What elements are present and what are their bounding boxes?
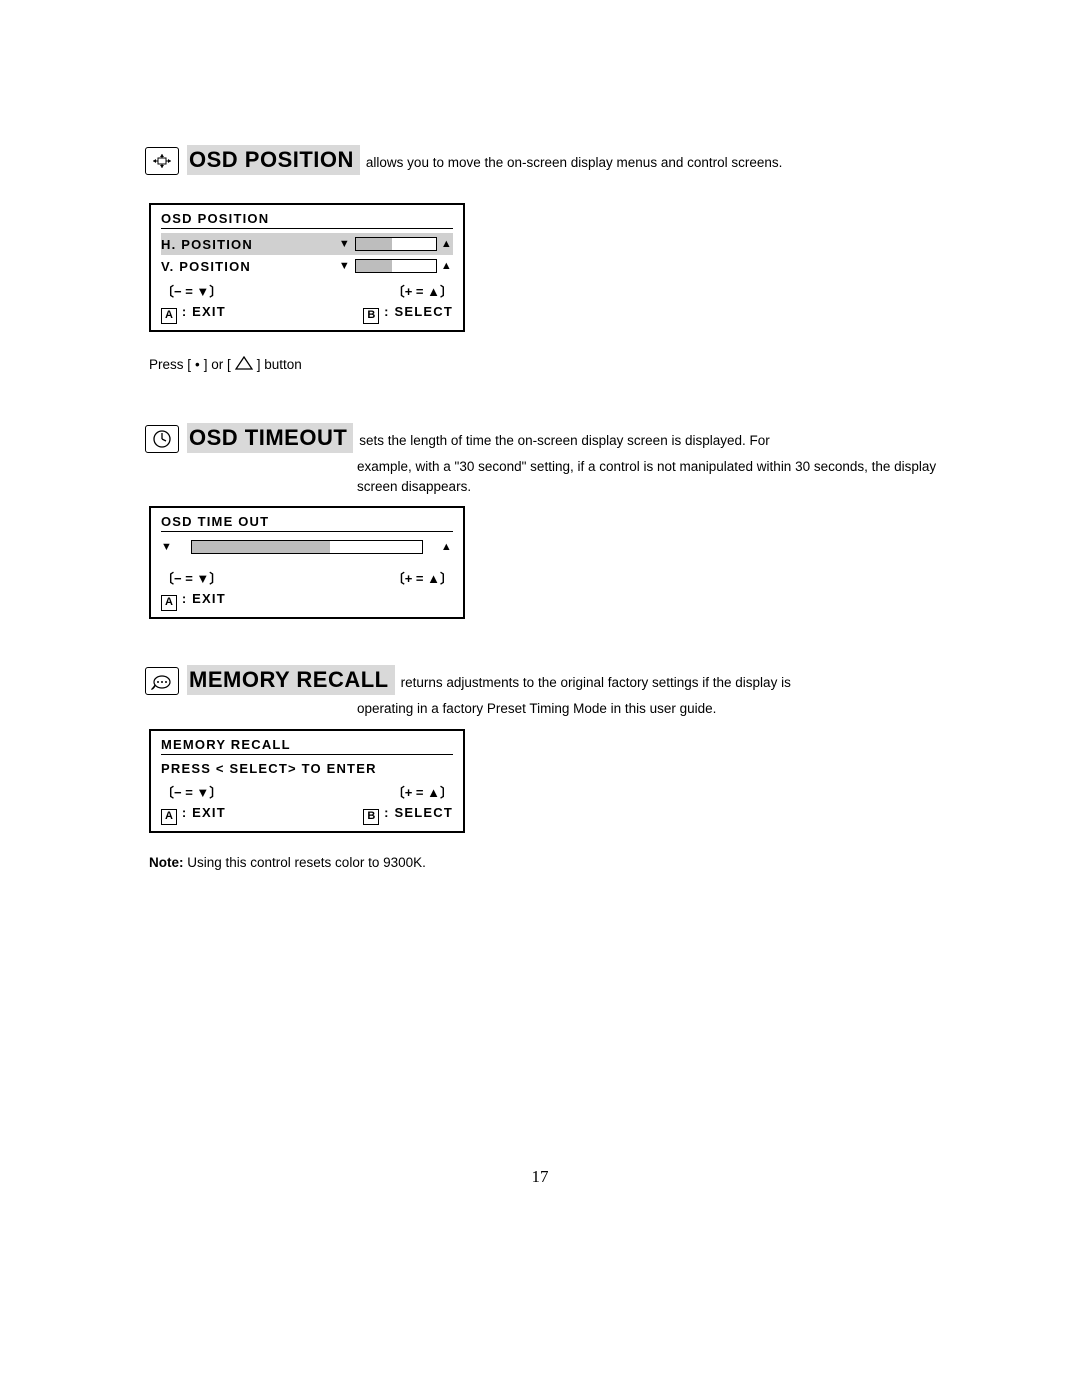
key-action-row: A : EXIT B : SELECT (161, 805, 453, 825)
osd-box-title: OSD TIME OUT (161, 514, 453, 529)
slider-control[interactable]: ▼ ▲ (339, 237, 453, 251)
slider-control[interactable]: ▼ ▲ (161, 540, 453, 554)
down-arrow-icon[interactable]: ▼ (339, 239, 351, 250)
minus-hint: 〔− = ▼〕 (161, 281, 222, 300)
memory-recall-box: MEMORY RECALL PRESS < SELECT> TO ENTER 〔… (149, 729, 465, 833)
a-exit: A : EXIT (161, 304, 226, 324)
row-label: V. POSITION (161, 259, 251, 274)
up-arrow-icon[interactable]: ▲ (441, 261, 453, 272)
minus-hint: 〔− = ▼〕 (161, 568, 222, 587)
up-arrow-icon[interactable]: ▲ (441, 239, 453, 250)
heading-row: MEMORY RECALL returns adjustments to the… (145, 665, 980, 695)
heading-title: OSD TIMEOUT (187, 423, 353, 453)
press-instruction: Press [ • ] or [ ] button (149, 356, 980, 373)
triangle-up-icon (235, 356, 253, 373)
note-text: Note: Using this control resets color to… (149, 855, 980, 870)
b-select: B : SELECT (363, 805, 453, 825)
divider (161, 531, 453, 532)
key-action-row: A : EXIT (161, 591, 453, 611)
heading-desc-cont: example, with a "30 second" setting, if … (357, 457, 980, 496)
minus-hint: 〔− = ▼〕 (161, 782, 222, 801)
key-hint-row: 〔− = ▼〕 〔+ = ▲〕 (161, 782, 453, 801)
section-memory-recall: MEMORY RECALL returns adjustments to the… (145, 665, 980, 870)
heading-desc: returns adjustments to the original fact… (395, 665, 791, 693)
plus-hint: 〔+ = ▲〕 (392, 568, 453, 587)
a-exit: A : EXIT (161, 591, 226, 611)
divider (161, 754, 453, 755)
divider (161, 228, 453, 229)
instruction-text: PRESS < SELECT> TO ENTER (161, 761, 453, 776)
b-select: B : SELECT (363, 304, 453, 324)
osd-box-title: OSD POSITION (161, 211, 453, 226)
section-osd-position: OSD POSITION allows you to move the on-s… (145, 145, 980, 373)
osd-box-title: MEMORY RECALL (161, 737, 453, 752)
osd-timeout-icon (145, 425, 179, 453)
slider-control[interactable]: ▼ ▲ (339, 259, 453, 273)
key-action-row: A : EXIT B : SELECT (161, 304, 453, 324)
heading-desc: allows you to move the on-screen display… (360, 145, 782, 173)
heading-row: OSD POSITION allows you to move the on-s… (145, 145, 980, 175)
row-label: H. POSITION (161, 237, 253, 252)
plus-hint: 〔+ = ▲〕 (392, 281, 453, 300)
down-arrow-icon[interactable]: ▼ (339, 261, 351, 272)
heading-title: OSD POSITION (187, 145, 360, 175)
section-osd-timeout: OSD TIMEOUT sets the length of time the … (145, 423, 980, 619)
key-hint-row: 〔− = ▼〕 〔+ = ▲〕 (161, 568, 453, 587)
slider-bar[interactable] (191, 540, 423, 554)
osd-position-icon (145, 147, 179, 175)
h-position-row[interactable]: H. POSITION ▼ ▲ (161, 233, 453, 255)
up-arrow-icon[interactable]: ▲ (441, 542, 453, 553)
a-exit: A : EXIT (161, 805, 226, 825)
dot-icon: • (195, 357, 200, 372)
osd-position-box: OSD POSITION H. POSITION ▼ ▲ V. POSITION… (149, 203, 465, 332)
plus-hint: 〔+ = ▲〕 (392, 782, 453, 801)
heading-row: OSD TIMEOUT sets the length of time the … (145, 423, 980, 453)
key-hint-row: 〔− = ▼〕 〔+ = ▲〕 (161, 281, 453, 300)
osd-timeout-box: OSD TIME OUT ▼ ▲ 〔− = ▼〕 〔+ = ▲〕 A : EXI… (149, 506, 465, 619)
down-arrow-icon[interactable]: ▼ (161, 542, 173, 553)
v-position-row[interactable]: V. POSITION ▼ ▲ (161, 255, 453, 277)
heading-desc: sets the length of time the on-screen di… (353, 423, 769, 451)
slider-bar[interactable] (355, 237, 437, 251)
memory-recall-icon (145, 667, 179, 695)
slider-bar[interactable] (355, 259, 437, 273)
heading-desc-cont: operating in a factory Preset Timing Mod… (357, 699, 980, 719)
timeout-slider-row[interactable]: ▼ ▲ (161, 536, 453, 558)
heading-title: MEMORY RECALL (187, 665, 395, 695)
page-number: 17 (0, 1167, 1080, 1187)
